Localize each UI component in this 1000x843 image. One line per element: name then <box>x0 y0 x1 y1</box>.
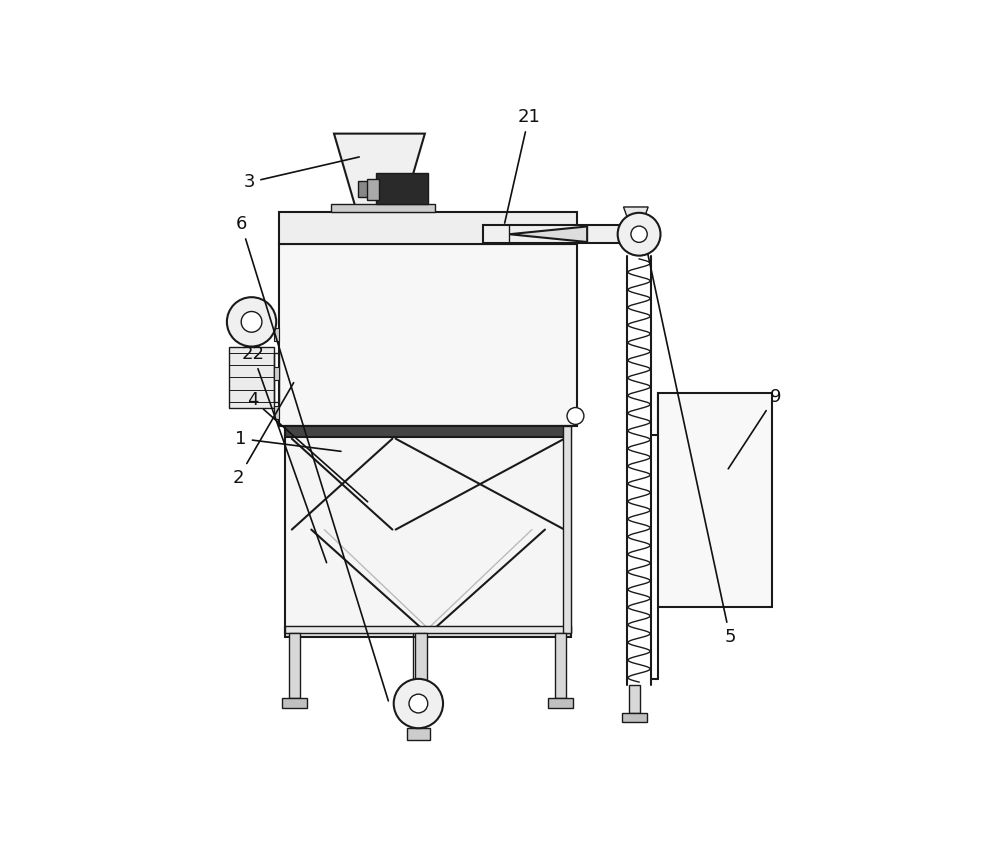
Circle shape <box>227 298 276 346</box>
Circle shape <box>618 212 660 255</box>
Bar <box>409 698 433 708</box>
Text: 6: 6 <box>235 216 388 701</box>
Bar <box>658 393 772 608</box>
Bar <box>285 426 571 633</box>
Text: 4: 4 <box>247 391 368 502</box>
Text: 9: 9 <box>728 388 781 469</box>
Polygon shape <box>509 227 587 242</box>
Bar <box>285 627 571 636</box>
Text: 2: 2 <box>233 383 294 486</box>
Bar <box>629 685 640 712</box>
Text: 1: 1 <box>235 430 341 451</box>
Bar <box>563 426 571 633</box>
Text: 3: 3 <box>244 157 359 191</box>
Bar <box>274 353 279 402</box>
Circle shape <box>631 226 647 243</box>
Bar <box>285 426 571 438</box>
Text: 22: 22 <box>241 346 327 562</box>
Circle shape <box>241 312 262 332</box>
Circle shape <box>394 679 443 728</box>
Bar <box>279 244 577 426</box>
Bar <box>285 626 571 633</box>
Bar <box>367 179 379 200</box>
Polygon shape <box>623 207 648 225</box>
Bar <box>274 406 279 419</box>
Bar <box>279 212 577 244</box>
Circle shape <box>567 407 584 424</box>
Bar <box>483 225 639 244</box>
Bar <box>274 328 279 341</box>
Bar <box>274 368 279 380</box>
Bar <box>331 204 435 212</box>
Bar <box>622 712 647 722</box>
Bar <box>229 346 274 408</box>
Bar <box>555 633 566 698</box>
Bar <box>376 173 428 204</box>
Text: 21: 21 <box>505 109 540 223</box>
Text: 5: 5 <box>643 231 736 646</box>
Bar <box>358 181 376 197</box>
Bar <box>289 633 300 698</box>
Bar <box>548 698 573 708</box>
Bar <box>407 728 430 740</box>
Bar <box>415 633 427 698</box>
Circle shape <box>409 694 428 713</box>
Bar <box>282 698 307 708</box>
Polygon shape <box>334 133 425 212</box>
